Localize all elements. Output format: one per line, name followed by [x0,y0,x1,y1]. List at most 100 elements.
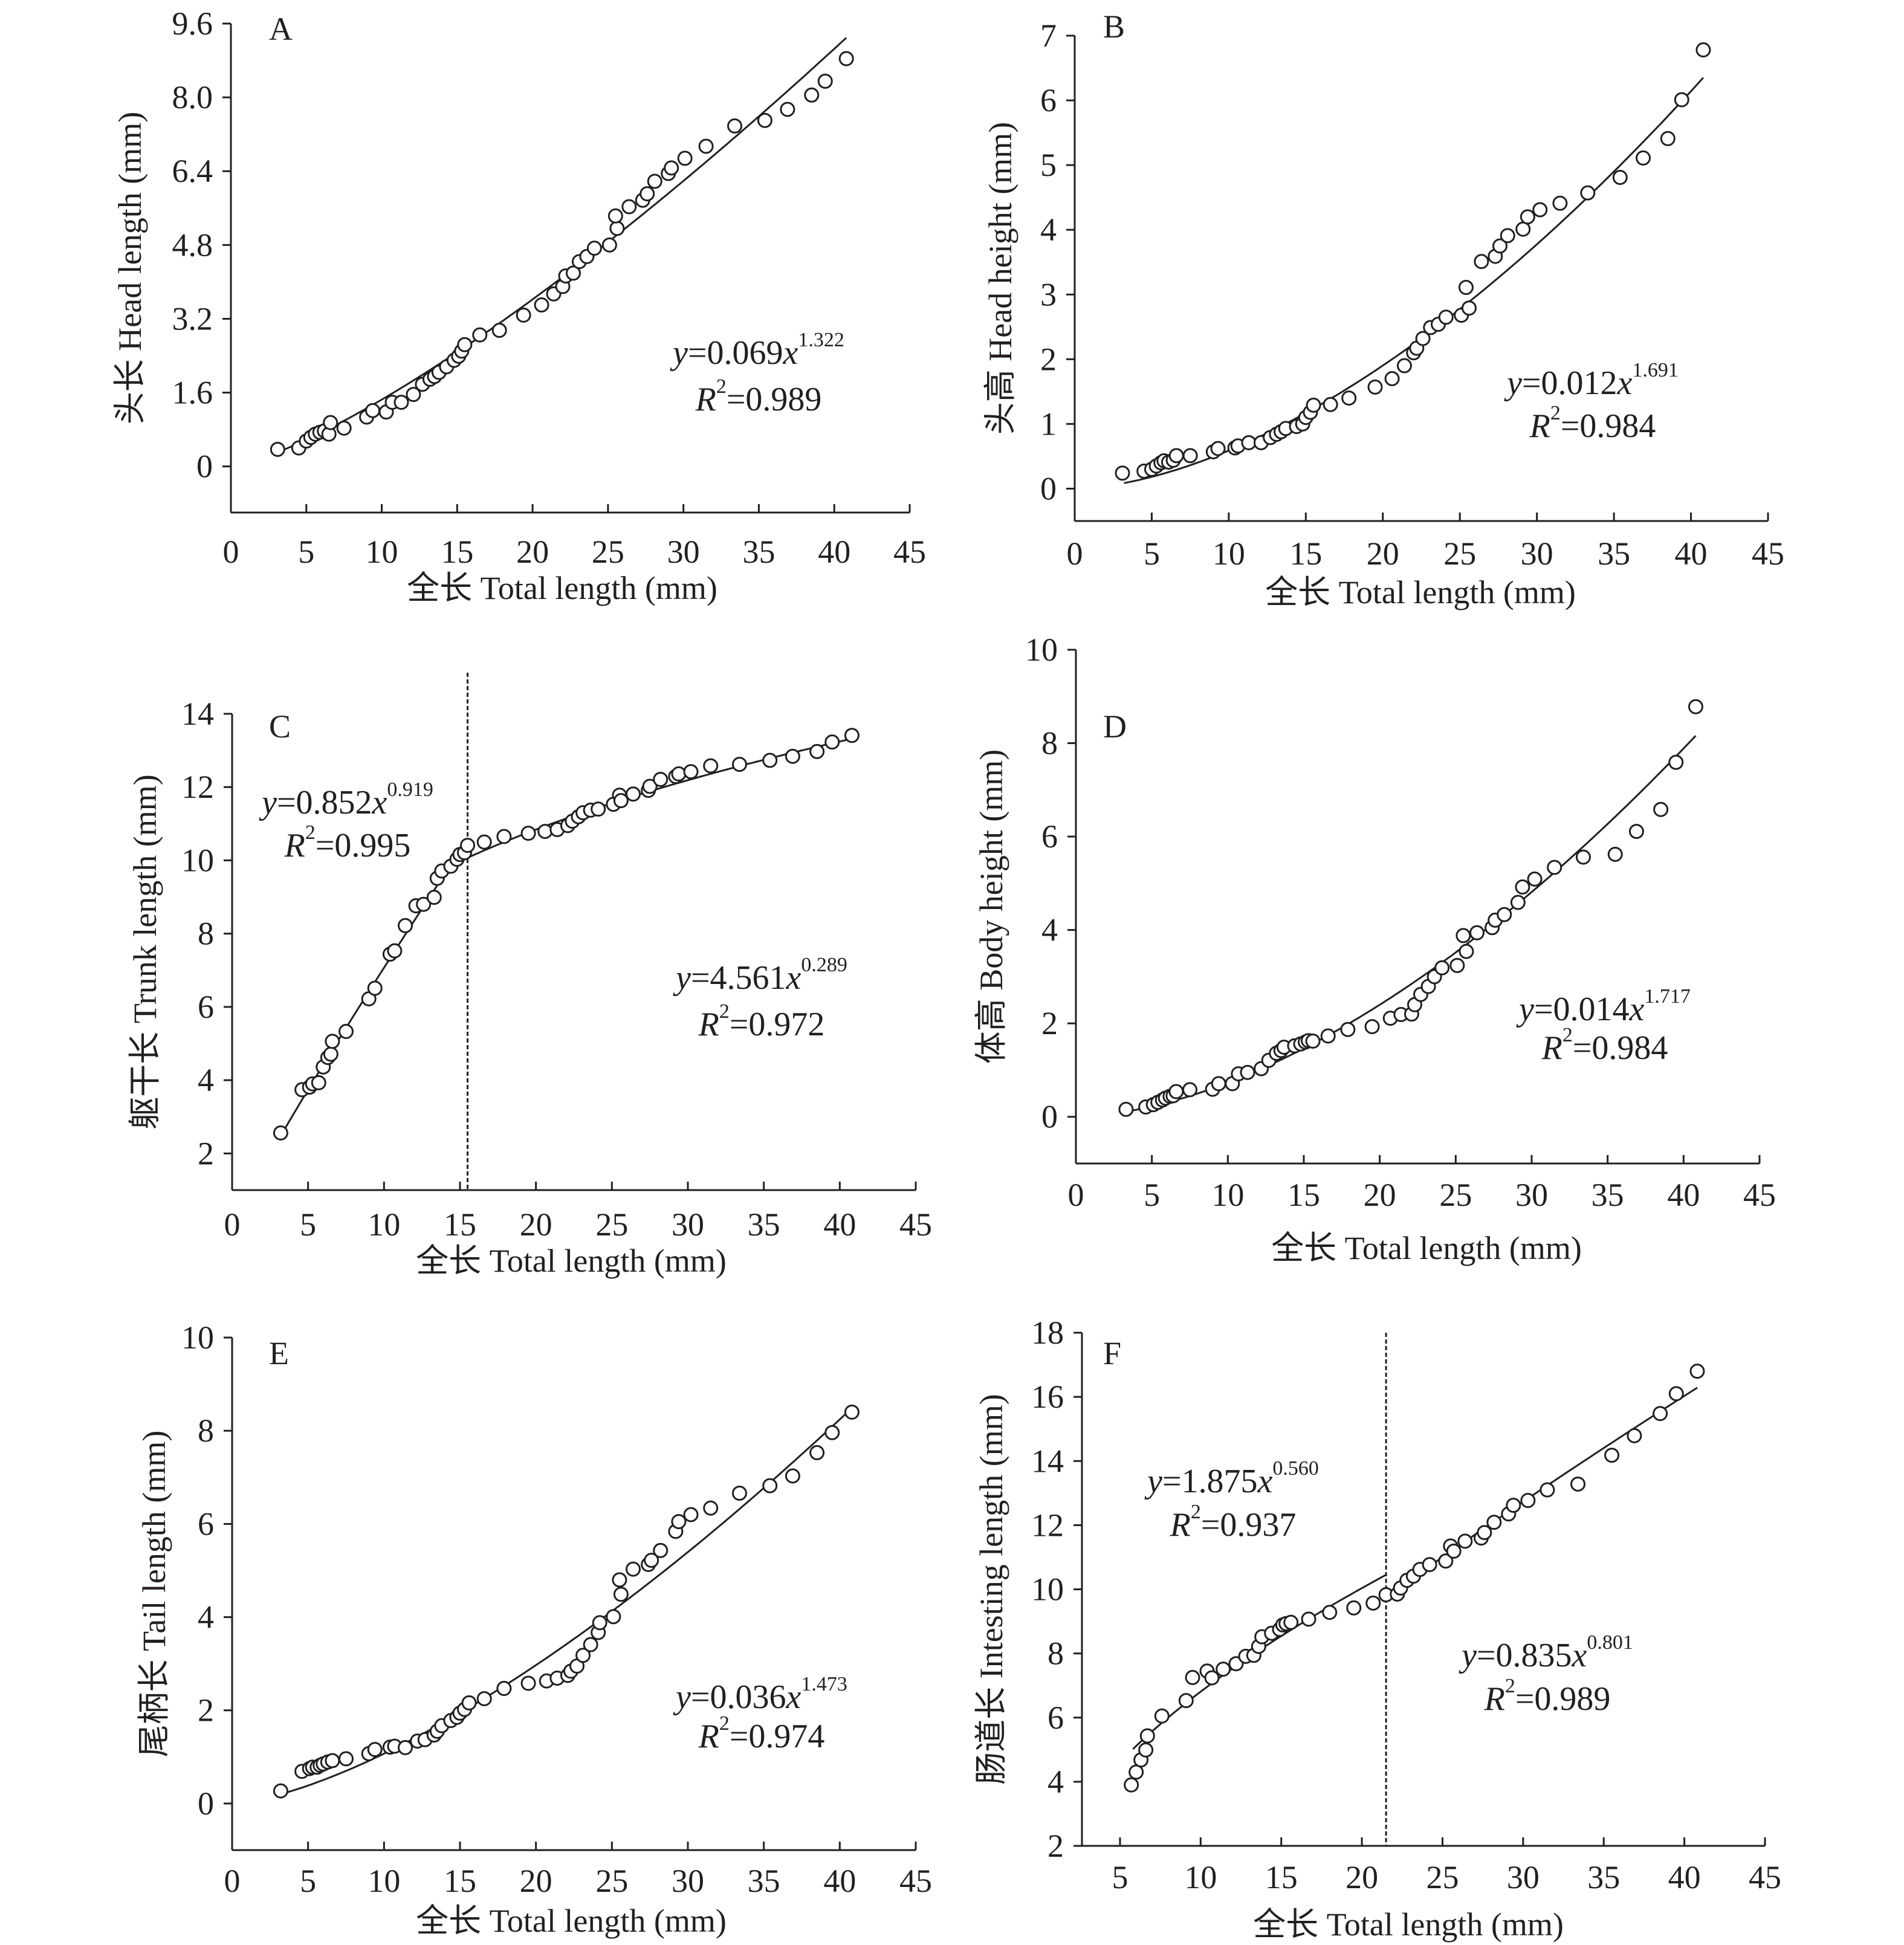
r-squared-value: =0.989 [727,381,822,418]
x-axis-title: 全长 Total length (mm) [416,1903,727,1939]
x-tick-label: 45 [1749,1859,1781,1895]
data-point [1364,1019,1380,1035]
y-tick-label: 0 [1040,470,1057,506]
y-axis-title: 肠道长 Intesting length (mm) [973,1394,1009,1784]
fit-equation: y=0.012x1.691 [1504,359,1679,403]
fit-equation: y=4.561x0.289 [673,954,847,997]
data-point [398,917,413,933]
y-tick-label: 12 [1031,1507,1064,1543]
data-point [1341,390,1357,406]
x-tick-label: 30 [1507,1859,1540,1895]
eq-lhs: y [670,334,688,372]
data-point [1636,150,1651,166]
data-point [647,173,662,189]
data-point [537,824,553,840]
data-point [1532,202,1548,218]
y-tick-label: 2 [1040,341,1057,377]
x-tick-label: 30 [1521,536,1553,572]
fit-curve [282,1407,853,1795]
y-tick-label: 4 [1048,1764,1064,1800]
x-tick-label: 40 [823,1863,856,1899]
data-point [1182,1082,1197,1098]
fit-equation: y=0.014x1.717 [1516,985,1691,1029]
y-tick-label: 3.2 [172,300,213,337]
data-point [367,980,383,996]
r-squared-value: =0.972 [730,1006,825,1043]
x-axis-title: 全长 Total length (mm) [407,570,717,606]
x-tick-label: 45 [893,534,926,570]
x-tick-label: 40 [1668,1859,1701,1895]
data-point [1520,1493,1536,1509]
data-point [1449,957,1465,973]
data-point [601,237,617,253]
data-point [1459,943,1474,959]
eq-var: x [372,784,387,821]
data-point [1367,379,1383,395]
data-point [1506,1497,1521,1513]
y-tick-label: 6 [1040,82,1057,118]
data-point [565,265,581,281]
data-point [496,1680,512,1696]
x-tick-label: 20 [520,1206,552,1243]
data-point [612,1572,627,1588]
eq-coef: =4.561 [691,959,786,997]
data-point [1115,465,1130,481]
data-point [1458,279,1474,295]
data-point [1628,824,1644,840]
data-point [1547,859,1562,875]
r-squared: R2=0.989 [1484,1675,1611,1718]
x-tick-label: 45 [899,1863,932,1899]
y-tick-label: 2 [198,1135,214,1171]
data-point [325,1753,340,1769]
eq-lhs: y [1144,1463,1162,1500]
eq-var: x [786,1678,801,1716]
data-point [1604,1448,1620,1463]
panel-letter: F [1103,1335,1121,1371]
x-tick-label: 5 [300,1863,316,1899]
data-point [698,138,714,154]
data-point [1322,1605,1338,1620]
fit-equation: y=0.069x1.322 [670,329,844,372]
data-point [1474,254,1489,270]
data-point [1185,1669,1200,1685]
data-point [1653,1406,1668,1422]
data-point [1323,396,1338,412]
data-point [1492,238,1507,254]
data-point [1216,1662,1231,1677]
x-tick-label: 5 [300,1206,316,1243]
eq-coef: =0.012 [1522,364,1617,402]
data-point [1211,1076,1226,1092]
r-squared-value: =0.984 [1561,407,1656,445]
data-point [311,1075,326,1090]
data-point [338,1024,354,1040]
y-tick-label: 4 [198,1599,214,1636]
data-point [1438,1553,1454,1569]
data-point [457,337,473,352]
x-tick-label: 40 [1667,1177,1700,1213]
x-tick-label: 5 [1144,1177,1160,1213]
data-point [609,221,625,236]
x-axis-title: 全长 Total length (mm) [1265,574,1576,610]
data-point [844,728,860,743]
data-point [1283,1614,1299,1630]
data-point [644,1552,659,1568]
r-symbol: R [1170,1506,1191,1544]
eq-coef: =0.069 [688,334,783,372]
eq-lhs: y [673,959,691,997]
data-point [325,1034,340,1049]
r-squared: R2=0.937 [1170,1501,1297,1544]
data-point [516,307,531,323]
data-point [785,748,800,764]
x-tick-label: 0 [224,1863,241,1899]
eq-var: x [1629,991,1645,1028]
data-point [323,415,338,430]
data-point [472,327,488,343]
r-superscript: 2 [305,821,316,844]
y-tick-label: 6 [1041,818,1058,855]
data-point [653,1542,669,1558]
data-point [387,943,403,959]
x-tick-label: 35 [1587,1859,1620,1895]
x-tick-label: 30 [672,1206,704,1243]
r-superscript: 2 [716,375,727,398]
x-tick-label: 25 [592,534,624,570]
